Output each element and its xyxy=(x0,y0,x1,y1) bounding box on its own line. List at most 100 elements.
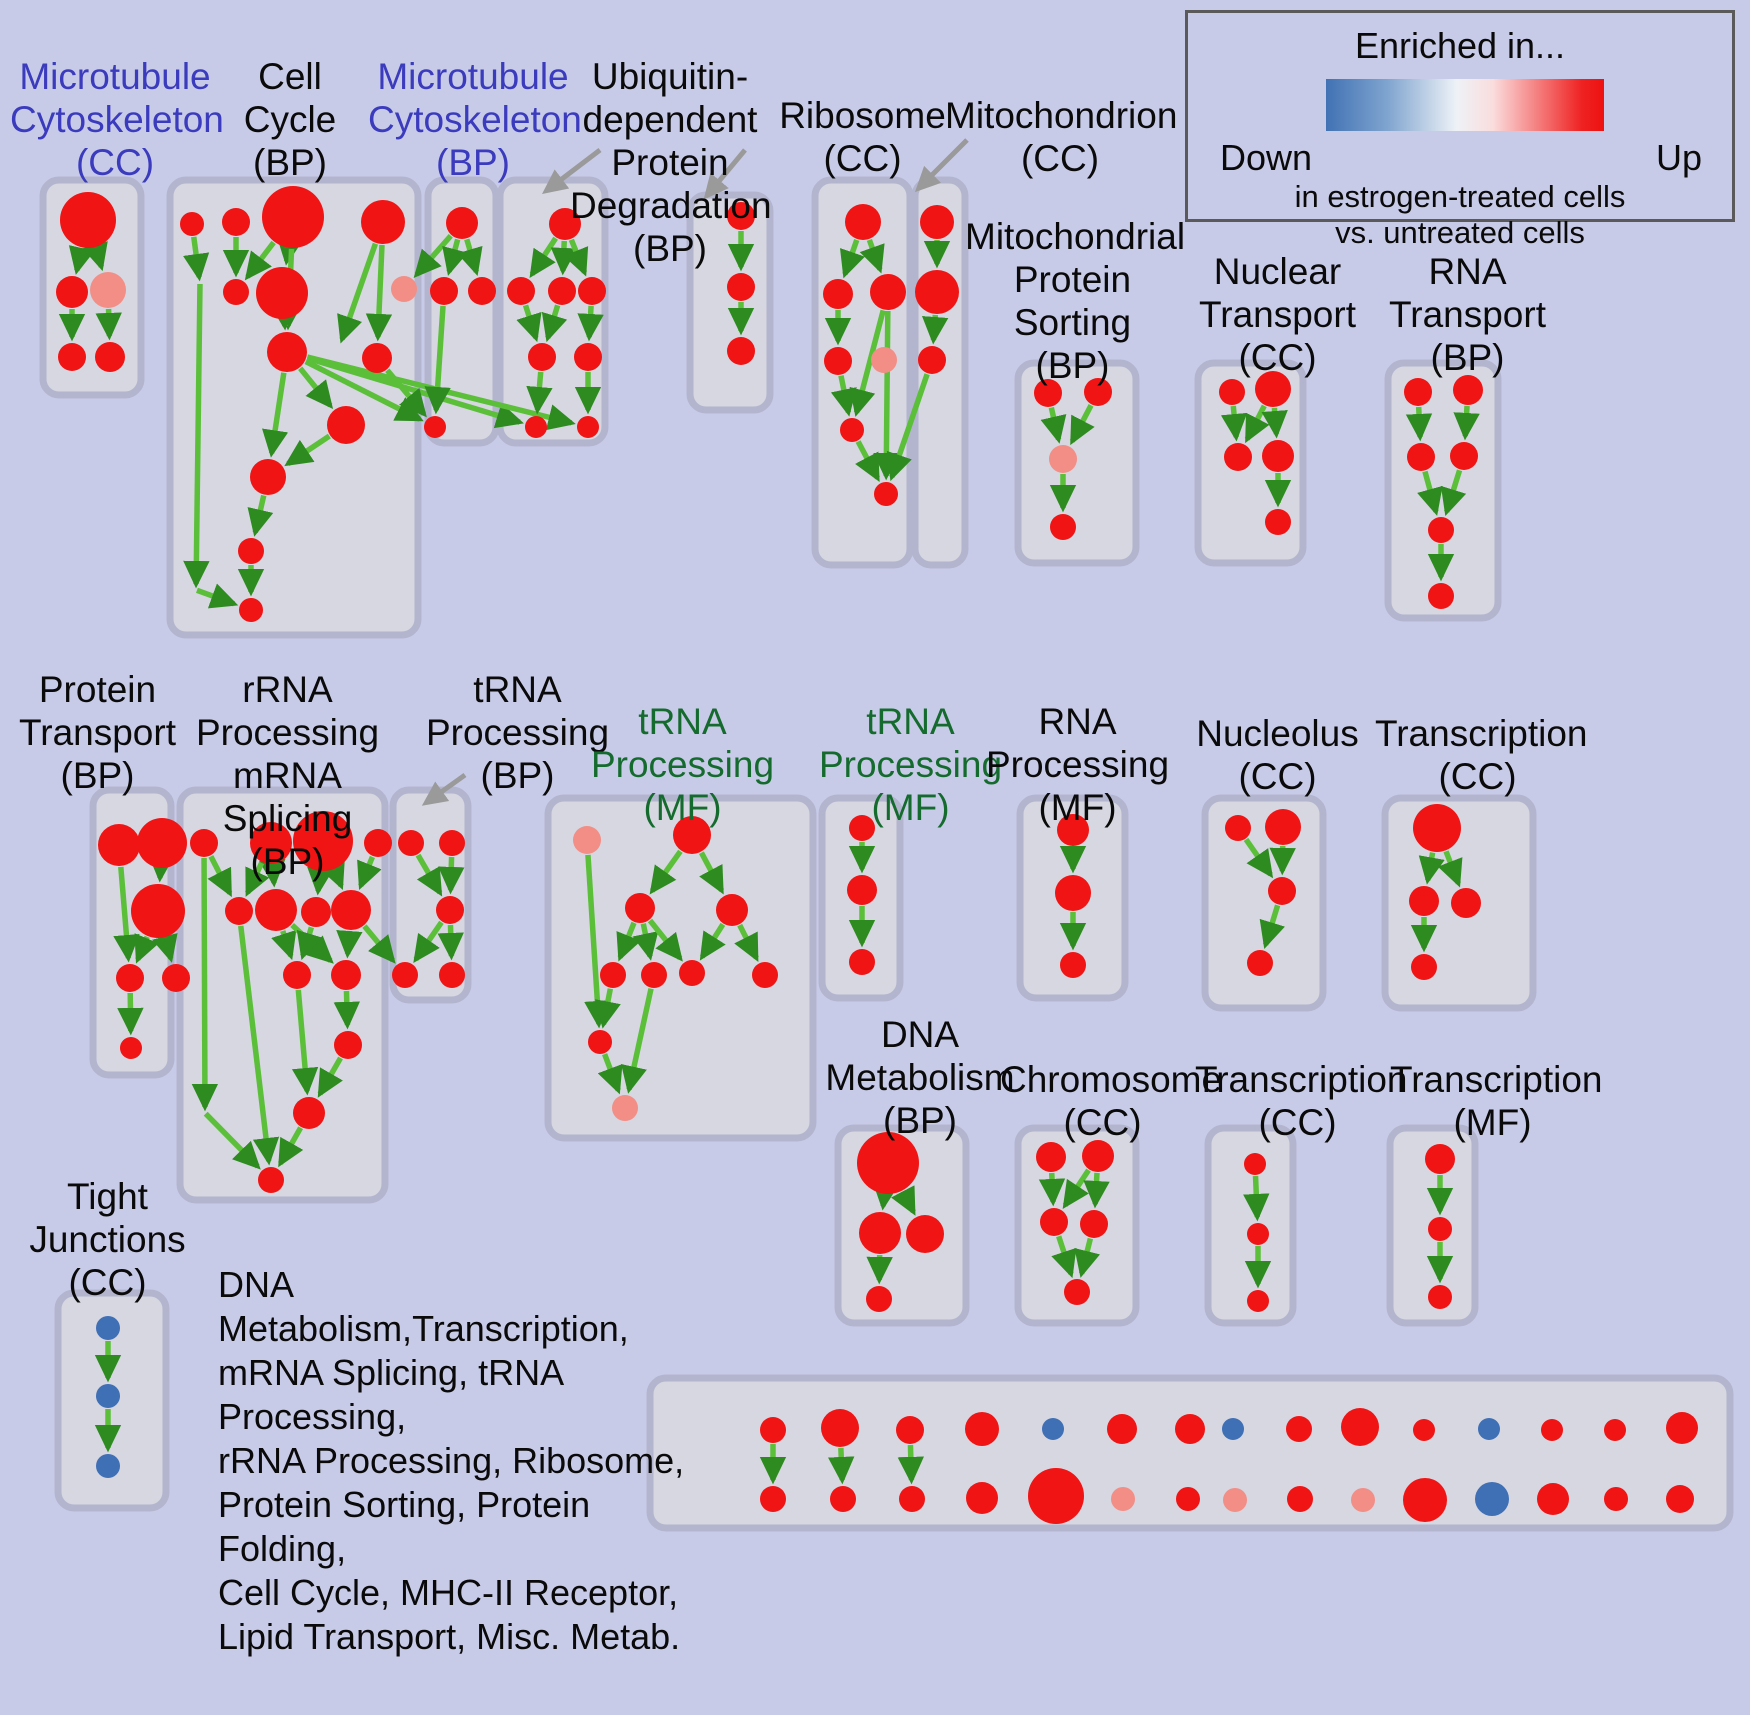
network-node[interactable] xyxy=(361,200,405,244)
network-node[interactable] xyxy=(1224,443,1252,471)
network-node[interactable] xyxy=(1541,1419,1563,1441)
network-node[interactable] xyxy=(874,482,898,506)
network-node[interactable] xyxy=(98,824,140,866)
network-node[interactable] xyxy=(507,277,535,305)
network-node[interactable] xyxy=(760,1486,786,1512)
network-node[interactable] xyxy=(752,962,778,988)
network-node[interactable] xyxy=(1175,1414,1205,1444)
network-node[interactable] xyxy=(915,270,959,314)
network-node[interactable] xyxy=(331,960,361,990)
network-node[interactable] xyxy=(1341,1408,1379,1446)
network-node[interactable] xyxy=(847,875,877,905)
network-node[interactable] xyxy=(162,964,190,992)
network-node[interactable] xyxy=(1537,1483,1569,1515)
network-node[interactable] xyxy=(331,890,371,930)
network-node[interactable] xyxy=(1413,804,1461,852)
network-node[interactable] xyxy=(965,1412,999,1446)
network-node[interactable] xyxy=(1080,1210,1108,1238)
network-node[interactable] xyxy=(1411,954,1437,980)
network-node[interactable] xyxy=(1407,443,1435,471)
network-node[interactable] xyxy=(830,1486,856,1512)
network-node[interactable] xyxy=(223,279,249,305)
network-node[interactable] xyxy=(760,1417,786,1443)
network-node[interactable] xyxy=(1036,1142,1066,1172)
network-node[interactable] xyxy=(845,204,881,240)
network-node[interactable] xyxy=(1413,1419,1435,1441)
network-node[interactable] xyxy=(90,272,126,308)
network-node[interactable] xyxy=(1351,1488,1375,1512)
network-node[interactable] xyxy=(1262,440,1294,472)
network-node[interactable] xyxy=(250,459,286,495)
network-node[interactable] xyxy=(95,342,125,372)
network-node[interactable] xyxy=(58,343,86,371)
network-node[interactable] xyxy=(821,1409,859,1447)
network-node[interactable] xyxy=(1222,1418,1244,1440)
network-node[interactable] xyxy=(525,416,547,438)
network-node[interactable] xyxy=(1050,514,1076,540)
network-node[interactable] xyxy=(436,896,464,924)
network-node[interactable] xyxy=(574,343,602,371)
network-node[interactable] xyxy=(1604,1419,1626,1441)
network-node[interactable] xyxy=(96,1316,120,1340)
network-node[interactable] xyxy=(1223,1488,1247,1512)
network-node[interactable] xyxy=(1425,1144,1455,1174)
network-node[interactable] xyxy=(1428,1217,1452,1241)
network-node[interactable] xyxy=(255,889,297,931)
network-node[interactable] xyxy=(920,205,954,239)
network-node[interactable] xyxy=(1247,1223,1269,1245)
network-node[interactable] xyxy=(116,964,144,992)
network-node[interactable] xyxy=(966,1482,998,1514)
network-node[interactable] xyxy=(1247,950,1273,976)
network-node[interactable] xyxy=(334,1031,362,1059)
network-node[interactable] xyxy=(1478,1418,1500,1440)
network-node[interactable] xyxy=(577,416,599,438)
network-node[interactable] xyxy=(222,208,250,236)
network-node[interactable] xyxy=(1060,952,1086,978)
network-node[interactable] xyxy=(327,406,365,444)
network-node[interactable] xyxy=(1028,1468,1084,1524)
network-node[interactable] xyxy=(1428,1285,1452,1309)
network-node[interactable] xyxy=(1042,1418,1064,1440)
network-node[interactable] xyxy=(859,1212,901,1254)
network-node[interactable] xyxy=(1268,877,1296,905)
network-node[interactable] xyxy=(439,830,465,856)
network-node[interactable] xyxy=(528,343,556,371)
network-node[interactable] xyxy=(446,207,478,239)
network-node[interactable] xyxy=(301,897,331,927)
network-node[interactable] xyxy=(120,1037,142,1059)
network-node[interactable] xyxy=(1450,442,1478,470)
network-node[interactable] xyxy=(573,826,601,854)
network-node[interactable] xyxy=(1404,378,1432,406)
network-node[interactable] xyxy=(679,960,705,986)
network-node[interactable] xyxy=(1409,886,1439,916)
network-node[interactable] xyxy=(1111,1487,1135,1511)
network-node[interactable] xyxy=(96,1454,120,1478)
network-node[interactable] xyxy=(1453,375,1483,405)
network-node[interactable] xyxy=(362,343,392,373)
network-node[interactable] xyxy=(1055,875,1091,911)
network-node[interactable] xyxy=(283,961,311,989)
network-node[interactable] xyxy=(293,1097,325,1129)
network-node[interactable] xyxy=(641,962,667,988)
network-node[interactable] xyxy=(871,347,897,373)
network-node[interactable] xyxy=(267,332,307,372)
network-node[interactable] xyxy=(1287,1486,1313,1512)
network-node[interactable] xyxy=(906,1215,944,1253)
network-node[interactable] xyxy=(238,538,264,564)
network-node[interactable] xyxy=(439,962,465,988)
network-node[interactable] xyxy=(727,273,755,301)
network-node[interactable] xyxy=(727,337,755,365)
network-node[interactable] xyxy=(1428,517,1454,543)
network-node[interactable] xyxy=(918,346,946,374)
network-node[interactable] xyxy=(256,267,308,319)
network-node[interactable] xyxy=(392,962,418,988)
network-node[interactable] xyxy=(600,962,626,988)
network-node[interactable] xyxy=(548,277,576,305)
network-node[interactable] xyxy=(1604,1487,1628,1511)
network-node[interactable] xyxy=(1219,379,1245,405)
network-node[interactable] xyxy=(823,279,853,309)
network-node[interactable] xyxy=(588,1030,612,1054)
network-node[interactable] xyxy=(96,1384,120,1408)
network-node[interactable] xyxy=(468,277,496,305)
network-node[interactable] xyxy=(1247,1290,1269,1312)
